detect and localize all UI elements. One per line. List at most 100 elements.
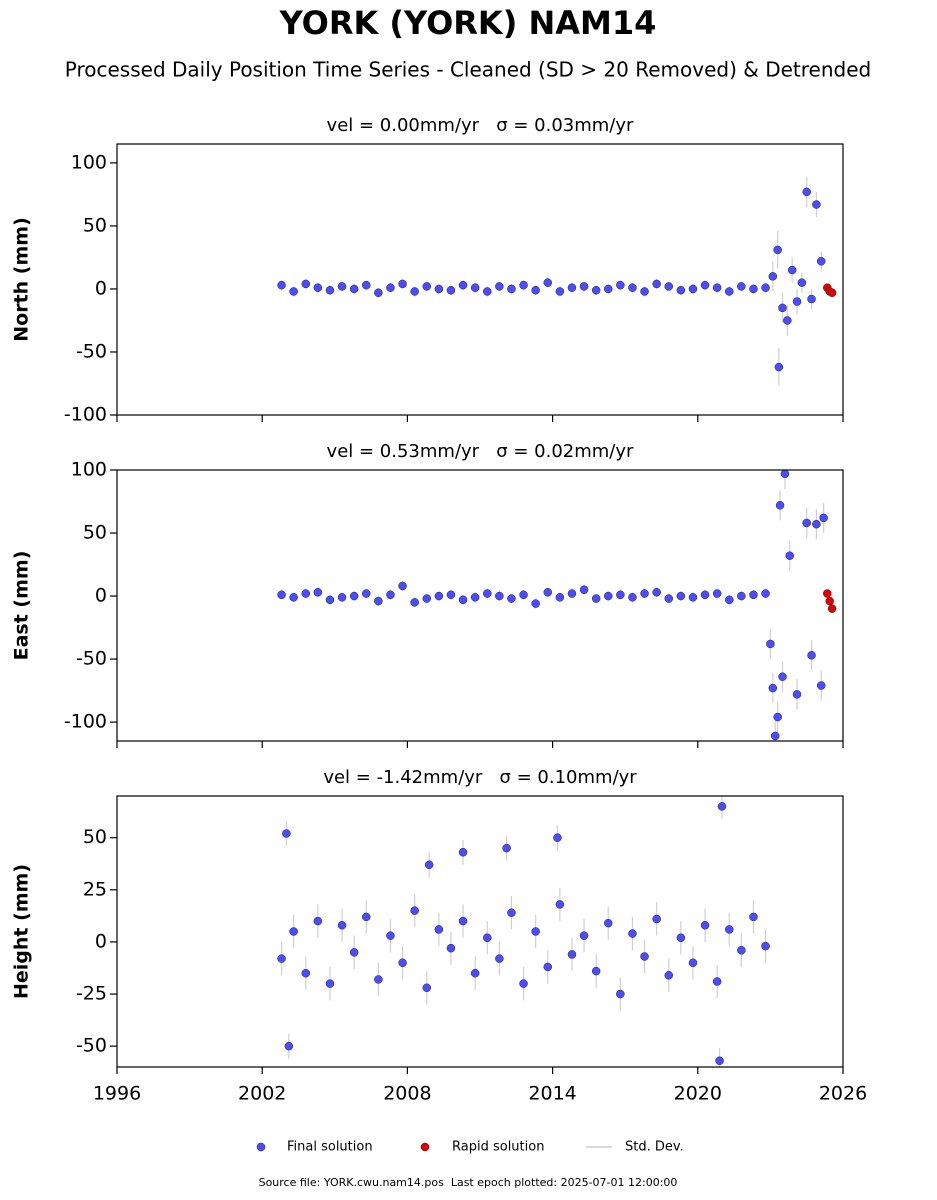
data-point: [398, 279, 407, 289]
x-tick-label: 2014: [528, 1083, 576, 1105]
data-point: [773, 245, 782, 255]
data-point: [807, 651, 816, 660]
y-tick-label: 0: [95, 277, 107, 299]
data-point: [787, 265, 797, 275]
data-point: [785, 551, 795, 560]
data-point: [715, 1056, 724, 1065]
data-point: [325, 595, 335, 605]
data-point: [652, 588, 661, 597]
data-point: [591, 966, 601, 976]
data-point: [737, 946, 746, 955]
data-point: [282, 829, 291, 838]
data-point: [579, 931, 589, 940]
axes-frame: [116, 795, 844, 1068]
data-point: [531, 927, 540, 936]
y-tick-label: 25: [83, 878, 107, 900]
data-point: [470, 593, 480, 602]
legend-label: Std. Dev.: [625, 1140, 684, 1155]
data-point: [483, 287, 492, 296]
data-point: [712, 589, 722, 598]
data-point: [749, 284, 758, 294]
axes-frame: [116, 143, 844, 416]
data-point: [700, 920, 710, 930]
data-point: [555, 593, 565, 602]
data-point: [555, 287, 565, 296]
data-point: [797, 278, 807, 287]
data-point: [825, 596, 834, 606]
data-point: [325, 285, 335, 295]
panel-title: vel = -1.42mm/yr σ = 0.10mm/yr: [323, 767, 637, 788]
data-point: [495, 591, 504, 601]
data-point: [604, 918, 613, 928]
data-point: [289, 287, 298, 296]
data-point: [313, 283, 323, 292]
data-point: [277, 280, 286, 290]
data-point: [812, 519, 821, 529]
footer: Source file: YORK.cwu.nam14.pos Last epo…: [259, 1176, 678, 1189]
data-point: [337, 920, 347, 930]
figure-title: YORK (YORK) NAM14: [279, 4, 657, 42]
data-point: [604, 284, 613, 294]
data-point: [555, 900, 565, 909]
data-point: [424, 860, 434, 870]
data-point: [816, 681, 826, 690]
data-point: [778, 303, 787, 313]
data-point: [507, 594, 516, 603]
y-tick-label: 0: [95, 930, 107, 952]
data-point: [519, 590, 528, 600]
data-point: [688, 593, 698, 602]
data-point: [768, 272, 778, 281]
data-point: [410, 287, 419, 296]
data-point: [676, 285, 686, 295]
data-point: [688, 284, 698, 294]
data-point: [827, 604, 837, 613]
x-tick-label: 1996: [93, 1083, 141, 1105]
y-tick-label: -25: [76, 983, 107, 1005]
data-point: [780, 470, 790, 479]
data-point: [362, 589, 371, 598]
data-point: [712, 283, 722, 292]
data-point: [386, 283, 395, 292]
data-point: [761, 941, 770, 951]
data-point: [725, 925, 734, 934]
data-point: [337, 282, 347, 291]
data-point: [725, 287, 734, 296]
legend-label: Rapid solution: [452, 1140, 544, 1155]
data-point: [700, 590, 710, 600]
data-point: [553, 833, 562, 842]
data-point: [737, 282, 746, 291]
data-point: [458, 916, 468, 926]
y-axis-label: North (mm): [11, 217, 33, 342]
y-axis-label: Height (mm): [11, 864, 33, 999]
data-point: [325, 979, 335, 988]
data-point: [507, 284, 516, 294]
data-point: [567, 950, 577, 959]
data-point: [434, 925, 444, 934]
data-point: [349, 948, 359, 957]
data-point: [567, 589, 577, 598]
data-point: [770, 731, 780, 741]
x-tick-label: 2026: [819, 1083, 867, 1105]
data-point: [507, 908, 516, 917]
y-tick-label: 50: [83, 522, 107, 544]
data-point: [483, 933, 492, 943]
legend-marker: [420, 1142, 430, 1152]
data-point: [422, 594, 432, 603]
data-point: [628, 283, 637, 292]
axes-frame: [116, 469, 844, 742]
data-point: [652, 914, 661, 924]
data-point: [446, 285, 456, 295]
data-point: [301, 279, 311, 289]
data-point: [773, 712, 782, 722]
data-point: [398, 958, 407, 968]
data-point: [812, 200, 821, 209]
y-tick-label: -100: [64, 711, 107, 733]
data-point: [531, 285, 540, 295]
data-point: [792, 297, 802, 306]
data-point: [628, 929, 637, 938]
y-tick-label: -50: [76, 648, 107, 670]
data-point: [470, 283, 480, 292]
data-point: [749, 590, 758, 600]
data-point: [434, 591, 444, 601]
data-point: [313, 588, 323, 597]
